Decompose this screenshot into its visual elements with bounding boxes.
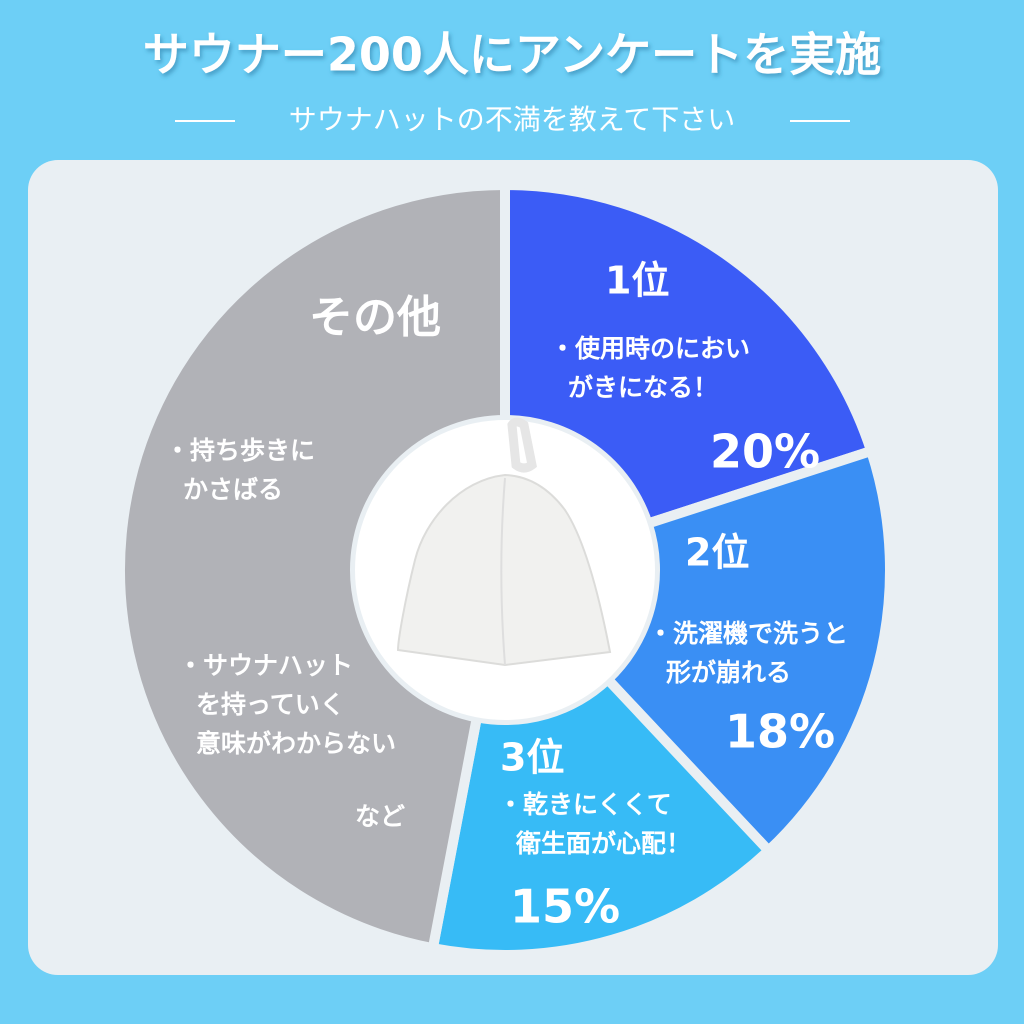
labels: 1位・使用時のにおいがきになる！20%2位・洗濯機で洗うと形が崩れる18%3位・… bbox=[165, 259, 848, 934]
slice-note: かさばる bbox=[183, 475, 283, 504]
slice-label: 1位 bbox=[605, 259, 669, 303]
title: サウナー200人にアンケートを実施 bbox=[143, 28, 881, 82]
slice-note: がきになる！ bbox=[568, 373, 718, 402]
slice-note: 衛生面が心配！ bbox=[515, 829, 691, 858]
slice-label: 2位 bbox=[685, 531, 749, 575]
slice-note: ・洗濯機で洗うと bbox=[648, 619, 848, 648]
subtitle: サウナハットの不満を教えて下さい bbox=[289, 103, 736, 136]
slice-note: ・乾きにくくて bbox=[498, 790, 672, 819]
hat-seam bbox=[500, 477, 506, 666]
hat-loop bbox=[507, 417, 537, 473]
slice-note: を持っていく bbox=[196, 690, 345, 719]
slice-note: ・持ち歩きに bbox=[165, 436, 315, 465]
value-label: 18% bbox=[725, 705, 835, 759]
slice-label: 3位 bbox=[500, 736, 564, 780]
hat-illustration bbox=[355, 417, 655, 720]
slice-note: など bbox=[355, 802, 405, 831]
value-label: 15% bbox=[510, 880, 620, 934]
slice-note: ・使用時のにおい bbox=[550, 334, 750, 363]
slice-note: 意味がわからない bbox=[196, 729, 396, 758]
slice-label: その他 bbox=[309, 292, 441, 343]
slice-note: ・サウナハット bbox=[178, 651, 353, 680]
slice-note: 形が崩れる bbox=[666, 658, 791, 687]
value-label: 20% bbox=[710, 425, 820, 479]
